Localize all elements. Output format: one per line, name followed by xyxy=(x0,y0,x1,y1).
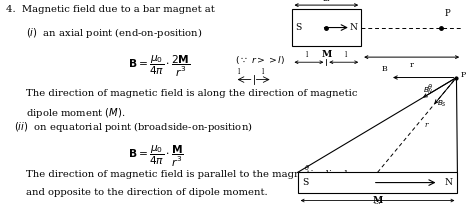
Text: N: N xyxy=(445,178,453,187)
Text: The direction of magnetic field is along the direction of magnetic: The direction of magnetic field is along… xyxy=(26,89,357,98)
Bar xyxy=(298,172,457,193)
Text: l: l xyxy=(262,69,264,76)
Text: $B_N$: $B_N$ xyxy=(423,86,433,96)
Text: $(ii)$  on equatorial point (broadside-on-position): $(ii)$ on equatorial point (broadside-on… xyxy=(14,120,253,134)
Text: $\theta$: $\theta$ xyxy=(428,82,433,91)
Text: dipole moment $(M)$.: dipole moment $(M)$. xyxy=(26,106,126,120)
Text: M: M xyxy=(373,196,383,204)
Text: l: l xyxy=(345,51,347,59)
Text: 2l: 2l xyxy=(374,202,381,204)
Text: 2l: 2l xyxy=(323,0,330,3)
Text: $\theta$: $\theta$ xyxy=(304,163,310,172)
Bar xyxy=(292,9,361,46)
Text: 4.  Magnetic field due to a bar magnet at: 4. Magnetic field due to a bar magnet at xyxy=(6,5,214,14)
Text: $\mathbf{B} = \dfrac{\mu_0}{4\pi}\cdot\dfrac{\mathbf{M}}{r^3}$: $\mathbf{B} = \dfrac{\mu_0}{4\pi}\cdot\d… xyxy=(128,144,184,169)
Text: S: S xyxy=(295,23,301,32)
Text: and opposite to the direction of dipole moment.: and opposite to the direction of dipole … xyxy=(26,188,268,197)
Text: P: P xyxy=(460,71,465,80)
Text: M: M xyxy=(321,50,331,59)
Text: P: P xyxy=(445,9,450,18)
Text: N: N xyxy=(349,23,357,32)
Text: $B_S$: $B_S$ xyxy=(437,99,447,109)
Text: B: B xyxy=(382,65,388,73)
Text: $(i)$  an axial point (end-on-position): $(i)$ an axial point (end-on-position) xyxy=(26,26,202,40)
Text: S: S xyxy=(302,178,309,187)
Text: l: l xyxy=(238,69,241,76)
Text: $\mathbf{B} = \dfrac{\mu_0}{4\pi}\cdot\dfrac{2\mathbf{M}}{r^3}$: $\mathbf{B} = \dfrac{\mu_0}{4\pi}\cdot\d… xyxy=(128,54,191,79)
Text: l: l xyxy=(305,51,308,59)
Text: $(\because\ r >> l)$: $(\because\ r >> l)$ xyxy=(235,54,284,66)
Text: r: r xyxy=(410,61,414,69)
Text: r: r xyxy=(424,121,428,129)
Text: The direction of magnetic field is parallel to the magnetic dipole: The direction of magnetic field is paral… xyxy=(26,170,354,179)
